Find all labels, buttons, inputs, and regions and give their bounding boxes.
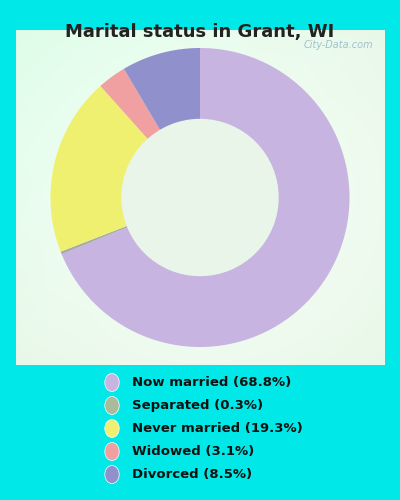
Text: Divorced (8.5%): Divorced (8.5%) (132, 468, 252, 481)
Polygon shape (61, 226, 128, 254)
Text: Marital status in Grant, WI: Marital status in Grant, WI (65, 22, 335, 40)
Text: Widowed (3.1%): Widowed (3.1%) (132, 445, 254, 458)
Polygon shape (62, 48, 350, 347)
Circle shape (122, 120, 278, 276)
Text: Never married (19.3%): Never married (19.3%) (132, 422, 303, 435)
Text: City-Data.com: City-Data.com (303, 40, 373, 50)
Text: Separated (0.3%): Separated (0.3%) (132, 399, 263, 412)
Polygon shape (100, 69, 160, 140)
Polygon shape (124, 48, 200, 130)
Text: Now married (68.8%): Now married (68.8%) (132, 376, 291, 389)
Polygon shape (50, 86, 148, 252)
